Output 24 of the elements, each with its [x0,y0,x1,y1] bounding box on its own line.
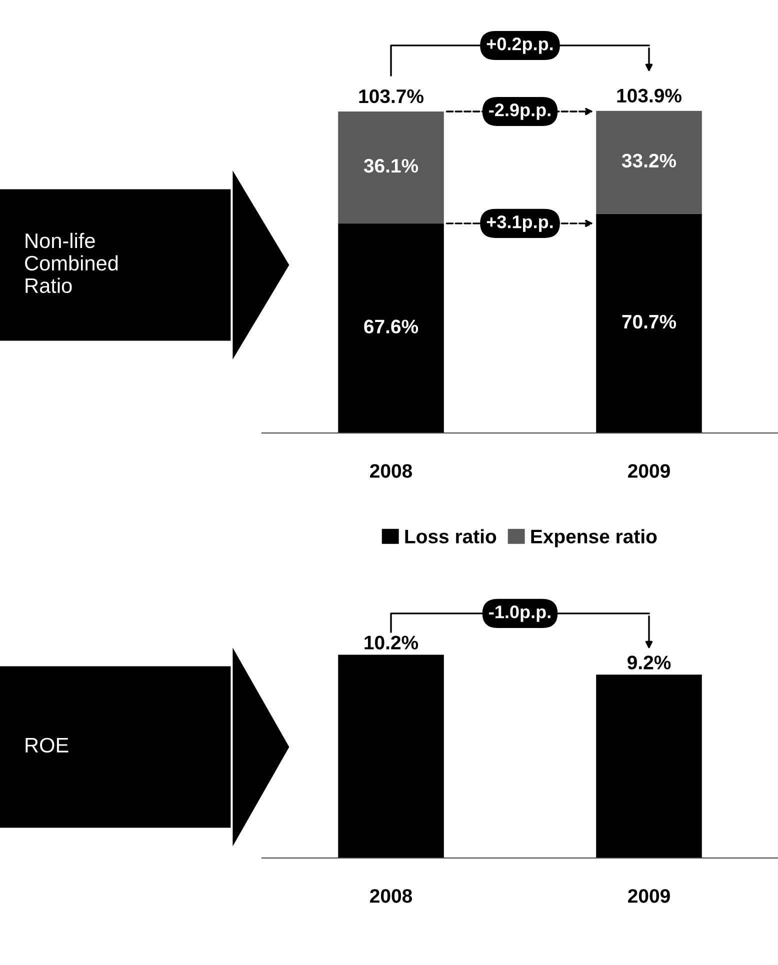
bar [596,214,702,433]
x-tick-label: 2009 [628,889,670,903]
data-label: 67.6% [364,320,418,334]
data-label: 70.7% [622,314,676,329]
total-label: 103.7% [359,89,424,104]
annotation: -2.9p.p. [489,104,550,120]
y-axis-title: ROE [26,738,68,753]
total-label: 103.9% [617,88,682,103]
data-label: 10.2% [364,636,418,650]
legend-label: Expense ratio [531,529,657,548]
x-tick-label: 2008 [370,464,412,478]
bar [596,110,702,214]
x-tick-label: 2009 [628,464,670,478]
bar [338,111,444,224]
bar [338,223,444,433]
legend-label: Loss ratio [405,529,496,544]
x-tick-label: 2008 [370,889,412,903]
text: +0.2p.p. [486,38,553,54]
data-label: 9.2% [628,656,671,670]
data-label: 33.2% [622,154,676,168]
y-axis-title: Non-life Combined Ratio [25,232,118,294]
data-label: 36.1% [364,158,418,173]
annotation: +3.1p.p. [486,215,553,232]
text: -1.0p.p. [489,606,550,622]
